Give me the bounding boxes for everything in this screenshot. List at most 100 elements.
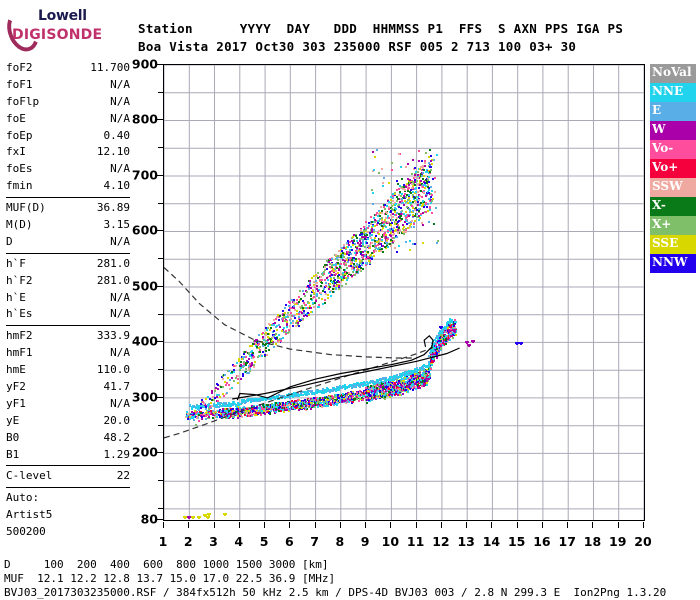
echo-point — [381, 383, 383, 385]
y-axis-tick — [155, 341, 163, 343]
echo-point — [415, 386, 417, 388]
echo-point — [356, 392, 358, 394]
param-divider — [6, 197, 130, 199]
y-axis-tick — [158, 91, 163, 93]
echo-point — [347, 399, 349, 401]
echo-point — [365, 387, 367, 389]
legend-label: NNE — [652, 84, 684, 98]
echo-point — [244, 412, 246, 414]
legend-swatch-vo-[interactable]: Vo- — [650, 140, 696, 159]
echo-point — [208, 416, 210, 418]
echo-point — [274, 412, 276, 414]
echo-point — [375, 398, 377, 400]
echo-point — [359, 395, 361, 397]
echo-point — [426, 380, 428, 382]
legend-label: X+ — [652, 217, 672, 231]
y-axis-tick-label: 300 — [131, 389, 158, 405]
echo-point — [328, 396, 330, 398]
echo-point — [398, 380, 400, 382]
echo-point — [219, 416, 221, 418]
echo-point — [254, 414, 256, 416]
echo-point — [236, 409, 238, 411]
echo-point — [385, 395, 387, 397]
echo-point — [228, 415, 230, 417]
x-axis-tick — [415, 522, 417, 528]
echo-polarization-legend[interactable]: NoVal NNE E W Vo- Vo+ SSW X- X+ SSE NNW — [650, 64, 696, 273]
echo-point — [416, 381, 418, 383]
echo-point — [400, 384, 402, 386]
param-row: hmF2 333.9 — [4, 328, 132, 345]
echo-point — [236, 408, 238, 410]
echo-point — [263, 410, 265, 412]
echo-point — [258, 412, 260, 414]
y-axis-tick — [158, 507, 163, 509]
echo-point — [403, 378, 405, 380]
echo-point — [373, 394, 375, 396]
echo-point — [332, 397, 334, 399]
x-axis-labels: 1 2 3 4 5 6 7 8 9 10 11 12 13 14 15 16 17 18 19 20 — [159, 522, 652, 552]
echo-point — [329, 399, 331, 401]
echo-point — [324, 401, 326, 403]
echo-point — [278, 407, 280, 409]
echo-point — [337, 402, 339, 404]
echo-point — [419, 375, 421, 377]
legend-swatch-w[interactable]: W — [650, 121, 696, 140]
y-axis-tick-label: 800 — [131, 111, 158, 127]
echo-point — [320, 402, 322, 404]
echo-point — [291, 400, 293, 402]
echo-point — [382, 387, 384, 389]
echo-point — [216, 414, 218, 416]
param-row: h`Es N/A — [4, 306, 132, 323]
echo-point — [377, 390, 379, 392]
x-axis-tick — [466, 522, 468, 528]
legend-swatch-e[interactable]: E — [650, 102, 696, 121]
echo-point — [295, 405, 297, 407]
x-axis-tick — [213, 522, 215, 528]
echo-point — [363, 393, 365, 395]
echo-point — [419, 377, 421, 379]
echo-point — [294, 408, 296, 410]
echo-point — [397, 392, 399, 394]
echo-point — [187, 418, 189, 420]
echo-point — [282, 409, 284, 411]
echo-point — [289, 409, 291, 411]
param-key: foF1 — [6, 77, 33, 91]
echo-point — [399, 391, 401, 393]
param-value: N/A — [110, 77, 130, 91]
echo-point — [280, 410, 282, 412]
legend-label: NNW — [652, 255, 688, 269]
legend-swatch-noval[interactable]: NoVal — [650, 64, 696, 83]
param-value: 48.2 — [103, 430, 131, 444]
echo-point — [356, 396, 358, 398]
legend-swatch-ssw[interactable]: SSW — [650, 178, 696, 197]
echo-point — [332, 396, 334, 398]
param-row: yE 20.0 — [4, 413, 132, 430]
echo-point — [302, 407, 304, 409]
legend-swatch-vo-[interactable]: Vo+ — [650, 159, 696, 178]
echo-point — [380, 386, 382, 388]
echo-point — [317, 406, 319, 408]
echo-point — [326, 403, 328, 405]
echo-point — [320, 404, 322, 406]
legend-swatch-sse[interactable]: SSE — [650, 235, 696, 254]
param-row: foEp 0.40 — [4, 128, 132, 145]
echo-point — [343, 400, 345, 402]
echo-point — [269, 407, 271, 409]
echo-point — [406, 375, 408, 377]
echo-point — [327, 405, 329, 407]
legend-swatch-nne[interactable]: NNE — [650, 83, 696, 102]
ionogram-plot-area[interactable] — [163, 64, 645, 521]
legend-swatch-x-[interactable]: X+ — [650, 216, 696, 235]
auto-scaling-line: Auto: — [6, 491, 40, 505]
echo-point — [272, 407, 274, 409]
echo-point — [374, 391, 376, 393]
x-axis-tick — [365, 522, 367, 528]
echo-point — [429, 373, 431, 375]
param-key: yF1 — [6, 396, 26, 410]
echo-point — [218, 414, 220, 416]
echo-point — [253, 410, 255, 412]
echo-point — [260, 414, 262, 416]
legend-swatch-nnw[interactable]: NNW — [650, 254, 696, 273]
echo-point — [385, 390, 387, 392]
legend-swatch-x-[interactable]: X- — [650, 197, 696, 216]
